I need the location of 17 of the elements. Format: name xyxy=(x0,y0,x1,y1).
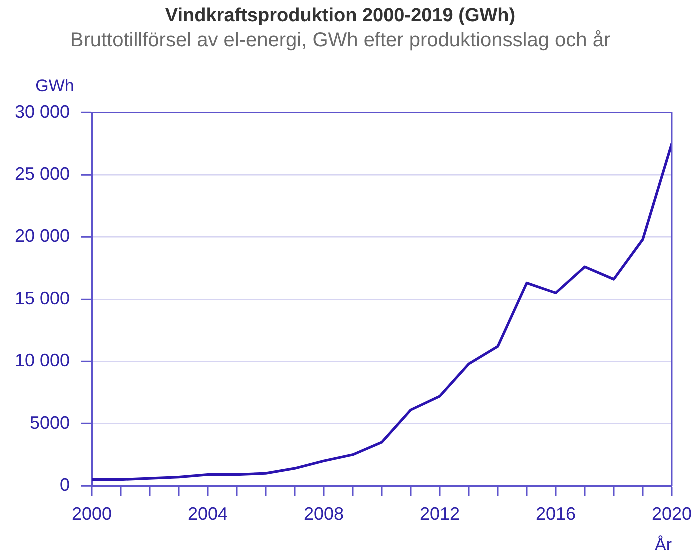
x-axis-title: År xyxy=(654,535,672,554)
y-tick-label: 25 000 xyxy=(14,164,70,184)
y-tick-label: 15 000 xyxy=(14,288,70,308)
y-tick-label: 30 000 xyxy=(14,102,70,122)
y-tick-label: 10 000 xyxy=(14,350,70,371)
x-tick-label: 2004 xyxy=(188,504,228,524)
x-tick-label: 2008 xyxy=(304,504,344,524)
x-tick-label: 2012 xyxy=(420,504,460,524)
y-tick-label: 5000 xyxy=(30,412,70,433)
y-axis-title: GWh xyxy=(36,76,74,96)
y-tick-label: 20 000 xyxy=(14,226,70,246)
x-tick-label: 2016 xyxy=(536,504,576,524)
chart-title: Vindkraftsproduktion 2000-2019 (GWh) xyxy=(165,6,516,27)
y-tick-label: 0 xyxy=(60,474,70,495)
x-tick-label: 2020 xyxy=(652,504,692,524)
x-tick-label: 2000 xyxy=(72,504,112,524)
chart-subtitle: Bruttotillförsel av el-energi, GWh efter produktionsslag och år xyxy=(70,29,611,52)
